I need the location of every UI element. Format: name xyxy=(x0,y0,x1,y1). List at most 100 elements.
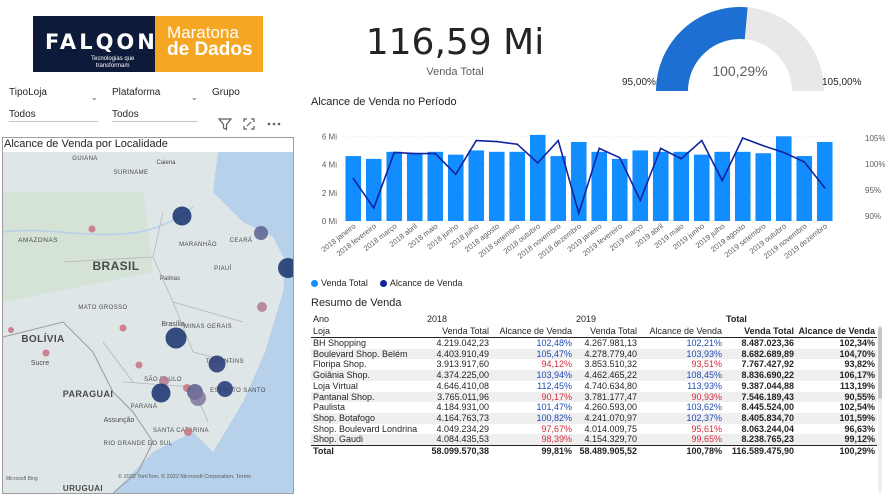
line-point[interactable] xyxy=(557,139,560,142)
bar-venda-total[interactable] xyxy=(365,158,382,221)
map-bubble[interactable] xyxy=(172,206,192,226)
line-point[interactable] xyxy=(413,152,416,155)
bar-venda-total[interactable] xyxy=(775,136,792,221)
line-point[interactable] xyxy=(741,137,744,139)
table-row[interactable]: Total 58.099.570,38 99,81% 58.489.905,52 100… xyxy=(311,445,877,457)
map-bubble[interactable] xyxy=(88,225,96,233)
table-scrollbar[interactable] xyxy=(877,325,883,493)
legend-item-bar[interactable]: Venda Total xyxy=(311,278,368,288)
map-bubble[interactable] xyxy=(159,376,169,386)
line-point[interactable] xyxy=(762,144,765,147)
map-attribution[interactable]: © 2022 TomTom, © 2022 Microsoft Corporat… xyxy=(118,474,251,480)
line-point[interactable] xyxy=(393,151,396,154)
map-bubble[interactable] xyxy=(42,349,50,357)
map-visual-frame[interactable] xyxy=(2,137,294,494)
map-bubble[interactable] xyxy=(278,258,293,278)
chevron-down-icon[interactable]: ⌄ xyxy=(190,92,198,102)
table-row[interactable]: BH Shopping 4.219.042,23 102,48% 4.267.981,… xyxy=(311,338,877,349)
bar-venda-total[interactable] xyxy=(550,156,567,221)
line-point[interactable] xyxy=(659,147,662,150)
line-point[interactable] xyxy=(803,161,806,163)
more-icon[interactable] xyxy=(266,117,282,131)
table-cell: Shop. Botafogo xyxy=(313,412,376,423)
line-point[interactable] xyxy=(516,143,519,145)
line-point[interactable] xyxy=(352,177,355,180)
slicer-plataforma[interactable]: Todos ⌄ xyxy=(112,92,198,122)
table-row[interactable]: Goiânia Shop. 4.374.225,00 103,94% 4.462.46… xyxy=(311,370,877,381)
slicer-tipoloja[interactable]: Todos ⌄ xyxy=(9,92,98,122)
map-bubble[interactable] xyxy=(8,327,14,333)
legend-item-line[interactable]: Alcance de Venda xyxy=(379,278,462,288)
table-cell: Ano xyxy=(313,314,330,324)
map-bubble[interactable] xyxy=(151,383,171,403)
map-bubble[interactable] xyxy=(135,361,143,369)
table-row[interactable]: Shop. Botafogo 4.164.763,73 100,82% 4.241.0… xyxy=(311,412,877,424)
line-point[interactable] xyxy=(495,140,498,143)
line-point[interactable] xyxy=(639,199,642,202)
ocean-south xyxy=(113,432,228,493)
table-cell: Alcance de Venda xyxy=(491,325,574,338)
bar-venda-total[interactable] xyxy=(591,151,608,221)
map-bubble[interactable] xyxy=(190,390,206,406)
bar-venda-total[interactable] xyxy=(406,153,423,221)
table-cell: 58.489.905,52 xyxy=(574,445,639,457)
table-row[interactable]: Shop. Gaudi 4.084.435,53 98,39% 4.154.329,7… xyxy=(311,434,877,446)
table-row[interactable]: Shop. Boulevard Londrina 4.049.234,29 97,6… xyxy=(311,424,877,435)
table-row[interactable]: Pantanal Shop. 3.765.011,96 90,17% 3.781.17… xyxy=(311,391,877,403)
bar-venda-total[interactable] xyxy=(529,134,546,221)
map-bubble[interactable] xyxy=(254,226,268,240)
map-label: Assunção xyxy=(104,417,135,424)
expand-icon[interactable] xyxy=(242,117,256,131)
bar-venda-total[interactable] xyxy=(693,154,710,221)
bar-venda-total[interactable] xyxy=(714,151,731,221)
map-bubble[interactable] xyxy=(119,324,127,332)
line-point[interactable] xyxy=(700,139,703,142)
line-point[interactable] xyxy=(618,156,621,159)
table-cell: 58.099.570,38 xyxy=(425,445,491,457)
line-point[interactable] xyxy=(721,179,724,182)
bar-venda-total[interactable] xyxy=(468,150,485,221)
bar-venda-total[interactable] xyxy=(652,151,669,221)
map-bubble[interactable] xyxy=(208,355,226,373)
bar-venda-total[interactable] xyxy=(345,156,362,221)
bar-venda-total[interactable] xyxy=(611,158,628,221)
line-point[interactable] xyxy=(536,162,539,164)
table-cell: 3.781.177,47 xyxy=(584,391,637,402)
line-point[interactable] xyxy=(434,152,437,155)
line-point[interactable] xyxy=(782,151,785,154)
bar-venda-total[interactable] xyxy=(509,151,526,221)
line-point[interactable] xyxy=(475,139,478,142)
line-alcance-de-venda[interactable] xyxy=(352,136,826,217)
bar-venda-total[interactable] xyxy=(673,151,690,221)
map-bubble[interactable] xyxy=(217,381,233,397)
map-bubble[interactable] xyxy=(165,327,187,349)
bar-venda-total[interactable] xyxy=(755,153,772,221)
line-point[interactable] xyxy=(454,173,457,176)
map-bubble[interactable] xyxy=(184,428,192,436)
chevron-down-icon[interactable]: ⌄ xyxy=(90,92,98,102)
bar-venda-total[interactable] xyxy=(386,151,403,221)
line-point[interactable] xyxy=(372,207,375,209)
table-row[interactable]: Boulevard Shop. Belém 4.403.910,49 105,47%… xyxy=(311,348,877,360)
table-row[interactable]: Paulista 4.184.931,00 101,47% 4.260.593,00 1… xyxy=(311,402,877,413)
table-row[interactable]: Loja Virtual 4.646.410,08 112,45% 4.740.634… xyxy=(311,381,877,392)
bar-venda-total[interactable] xyxy=(488,151,505,221)
bar-venda-total[interactable] xyxy=(632,150,649,221)
bar-venda-total[interactable] xyxy=(427,151,444,221)
table-row[interactable]: Floripa Shop. 3.913.917,60 94,12% 3.853.510… xyxy=(311,359,877,370)
line-point[interactable] xyxy=(577,212,580,215)
bar-venda-total[interactable] xyxy=(570,141,587,221)
map-bubble[interactable] xyxy=(257,302,267,312)
filter-icon[interactable] xyxy=(218,117,232,131)
bar-venda-total[interactable] xyxy=(796,156,813,221)
line-point[interactable] xyxy=(598,147,601,150)
table-cell: 4.014.009,75 xyxy=(584,423,637,434)
bar-venda-total[interactable] xyxy=(816,141,833,221)
table-row[interactable]: Ano 2018 2019 Total xyxy=(311,313,877,325)
line-point[interactable] xyxy=(680,157,683,160)
line-point[interactable] xyxy=(823,186,826,189)
table-row[interactable]: Loja Venda Total Alcance de Venda Venda Tot… xyxy=(311,325,877,338)
bar-venda-total[interactable] xyxy=(734,151,751,221)
map-canvas[interactable]: GUIANA SURINAME Caiena AMAZONAS MARANHÃO CEAR… xyxy=(3,152,293,493)
